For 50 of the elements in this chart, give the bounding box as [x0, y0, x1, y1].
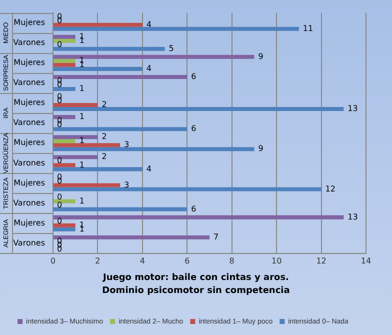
data-label: 1 [79, 196, 84, 206]
data-label: 9 [258, 144, 264, 154]
x-tick-label: 10 [271, 256, 282, 266]
y-tick-label: Varones [13, 198, 45, 208]
x-tick-label: 4 [140, 256, 145, 266]
y-tick-label: Mujeres [14, 138, 45, 148]
data-label: 11 [302, 24, 314, 33]
data-label: 5 [168, 44, 174, 53]
y-tick-label: Varones [13, 38, 45, 47]
x-tick-label: 8 [229, 256, 234, 266]
x-tick-label: 14 [360, 256, 372, 266]
data-label: 13 [348, 104, 358, 114]
data-label: 12 [325, 184, 336, 194]
data-label: 3 [124, 180, 130, 190]
text: Juego motor: baile con cintas y aros. Dominio psicomotor sin competencia [101, 272, 291, 298]
data-label: 1 [79, 136, 84, 146]
data-label: 2 [102, 100, 107, 110]
data-label: 1 [79, 84, 84, 94]
data-label: 1 [79, 160, 84, 170]
x-tick-label: 6 [184, 256, 190, 266]
y-tick-label: Mujeres [14, 98, 45, 108]
data-label: 2 [102, 152, 107, 162]
data-label: 2 [102, 132, 107, 142]
data-label: 3 [124, 140, 130, 150]
y-tick-label: Varones [13, 78, 45, 88]
y-tick-label: Mujeres [14, 58, 45, 68]
data-label: 7 [214, 232, 219, 242]
x-tick-label: 0 [50, 256, 56, 266]
x-tick-label: 12 [316, 256, 326, 266]
data-label: 9 [258, 52, 264, 61]
data-label: 0 [57, 156, 62, 166]
data-label: 13 [348, 212, 358, 222]
data-label: 4 [146, 20, 152, 29]
y-tick-label: Mujeres [14, 218, 45, 228]
y-tick-label: Varones [13, 238, 45, 248]
data-label: 0 [57, 40, 62, 49]
data-label: 0 [57, 192, 62, 202]
data-label: 0 [57, 216, 62, 226]
y-tick-label: Mujeres [14, 178, 45, 188]
data-label: 0 [57, 200, 62, 210]
y-tick-label: Varones [13, 118, 45, 128]
data-label: 6 [191, 124, 196, 134]
y-tick-label: Mujeres [14, 18, 45, 27]
y-tick-label: Varones [13, 158, 45, 168]
data-label: 4 [146, 64, 152, 74]
data-label: 4 [146, 164, 152, 174]
data-label: 1 [79, 112, 84, 122]
data-label: 6 [191, 204, 196, 214]
x-tick-label: 2 [95, 256, 100, 266]
data-label: 6 [191, 72, 196, 82]
